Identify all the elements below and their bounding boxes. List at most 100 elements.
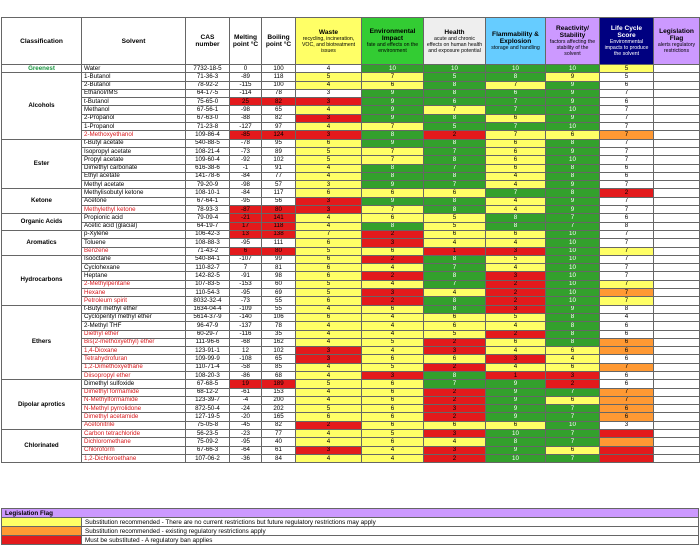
- legislation-flag: [653, 97, 700, 107]
- solvent-name: Heptane: [81, 271, 186, 281]
- boiling-point: 65: [261, 105, 296, 115]
- environment-score: 9: [361, 105, 424, 115]
- cas-number: 110-54-3: [185, 287, 230, 298]
- boiling-point: 80: [261, 246, 296, 256]
- legend-text: Must be substituted - A regulatory ban a…: [81, 535, 699, 545]
- melting-point: -84: [229, 188, 262, 198]
- life-cycle-score: 7: [599, 395, 654, 406]
- waste-score: 4: [295, 80, 362, 90]
- environment-score: 6: [361, 80, 424, 90]
- legislation-legend: Legislation Flag Substitution recommende…: [1, 508, 699, 545]
- header-environmental: Environmental Impact fate and effects on …: [361, 17, 424, 65]
- flammability-score: 5: [485, 312, 546, 323]
- waste-score: 7: [295, 229, 362, 240]
- health-score: 7: [423, 180, 486, 190]
- table-row: 2-Methyl THF 96-47-9 -137 78 4 4 6 4 8 6: [2, 321, 700, 331]
- legislation-flag: [653, 254, 700, 265]
- solvent-name: Dimethyl acetamide: [81, 412, 186, 422]
- table-row: 2-Butanol 78-92-2 -115 100 4 6 8 7 9 6: [2, 80, 700, 90]
- reactivity-score: 7: [545, 404, 600, 414]
- cas-number: 108-88-3: [185, 238, 230, 248]
- health-score: 6: [423, 312, 486, 323]
- life-cycle-score: 8: [599, 221, 654, 231]
- waste-score: 5: [295, 146, 362, 157]
- solvent-name: 2-Methylpentane: [81, 279, 186, 290]
- melting-point: -21: [229, 213, 262, 223]
- classification-cell: Chlorinated: [1, 429, 82, 464]
- health-score: 5: [423, 221, 486, 231]
- classification-cell: Greenest: [1, 63, 82, 74]
- legislation-flag: [653, 88, 700, 99]
- life-cycle-score: 7: [599, 205, 654, 215]
- table-row: Toluene 108-88-3 -95 111 6 3 4 4 10 7: [2, 238, 700, 248]
- legislation-flag: [653, 146, 700, 157]
- melting-point: -91: [229, 271, 262, 281]
- header-row: Classification Solvent CAS number Meltin…: [1, 17, 700, 65]
- waste-score: 4: [295, 213, 362, 223]
- health-score: 2: [423, 412, 486, 422]
- health-score: 8: [423, 296, 486, 306]
- melting-point: -116: [229, 329, 262, 339]
- environment-score: 7: [361, 146, 424, 157]
- health-score: 6: [423, 188, 486, 198]
- legislation-flag: [653, 321, 700, 331]
- melting-point: -95: [229, 238, 262, 248]
- environment-score: 4: [361, 346, 424, 356]
- boiling-point: 111: [261, 238, 296, 248]
- legislation-flag: [653, 453, 700, 464]
- waste-score: 6: [295, 412, 362, 422]
- life-cycle-score: 7: [599, 229, 654, 240]
- waste-score: 6: [295, 271, 362, 281]
- life-cycle-score: 6: [599, 80, 654, 90]
- flammability-score: 6: [485, 88, 546, 99]
- table-row: Aromatics p-Xylene 106-42-3 13 138 7 2 6 6 10 7: [1, 229, 700, 256]
- melting-point: -137: [229, 321, 262, 331]
- legislation-flag: [653, 437, 700, 447]
- header-cas: CAS number: [185, 17, 230, 65]
- flammability-score: 4: [485, 171, 546, 182]
- cas-number: 110-71-4: [185, 362, 230, 373]
- header-flam-title: Flammability & Explosion: [492, 31, 539, 45]
- environment-score: 5: [361, 362, 424, 373]
- life-cycle-score: 7: [599, 387, 654, 397]
- cas-number: 107-06-2: [185, 453, 230, 464]
- legend-swatch-red: [1, 535, 82, 545]
- boiling-point: 81: [261, 263, 296, 273]
- legislation-flag: [653, 354, 700, 364]
- environment-score: 2: [361, 296, 424, 306]
- boiling-point: 56: [261, 196, 296, 207]
- health-score: 7: [423, 379, 486, 389]
- solvent-name: Water: [81, 63, 186, 74]
- legislation-flag: [653, 163, 700, 173]
- cas-number: 108-10-1: [185, 188, 230, 198]
- legislation-flag: [653, 221, 700, 231]
- header-melting-point: Melting point °C: [229, 17, 262, 65]
- solvent-name: 1,2-Dimethoxyethane: [81, 362, 186, 373]
- flammability-score: 9: [485, 387, 546, 397]
- environment-score: 7: [361, 155, 424, 165]
- reactivity-score: 9: [545, 72, 600, 82]
- health-score: 4: [423, 287, 486, 298]
- reactivity-score: 7: [545, 387, 600, 397]
- cas-number: 96-47-9: [185, 321, 230, 331]
- melting-point: -84: [229, 171, 262, 182]
- health-score: 4: [423, 437, 486, 447]
- reactivity-score: 9: [545, 146, 600, 157]
- table-row: Ethanol/IMS 64-17-5 -114 78 3 9 8 6 9 7: [2, 88, 700, 99]
- solvent-name: Toluene: [81, 238, 186, 248]
- legislation-flag: [653, 271, 700, 281]
- environment-score: 7: [361, 122, 424, 132]
- flammability-score: 3: [485, 271, 546, 281]
- table-row: Dichloromethane 75-09-2 -95 40 4 6 4 8 7: [2, 437, 700, 447]
- waste-score: 3: [295, 445, 362, 455]
- solvent-name: t-Butyl acetate: [81, 138, 186, 148]
- solvent-name: Cyclopentyl methyl ether: [81, 312, 186, 323]
- boiling-point: 118: [261, 221, 296, 231]
- table-row: Chloroform 67-66-3 -64 61 3 4 3 9 6: [2, 445, 700, 455]
- waste-score: 6: [295, 138, 362, 148]
- solvent-name: 2-Propanol: [81, 113, 186, 124]
- melting-point: -4: [229, 395, 262, 406]
- flammability-score: 4: [485, 362, 546, 373]
- flammability-score: 9: [485, 379, 546, 389]
- flammability-score: 6: [485, 155, 546, 165]
